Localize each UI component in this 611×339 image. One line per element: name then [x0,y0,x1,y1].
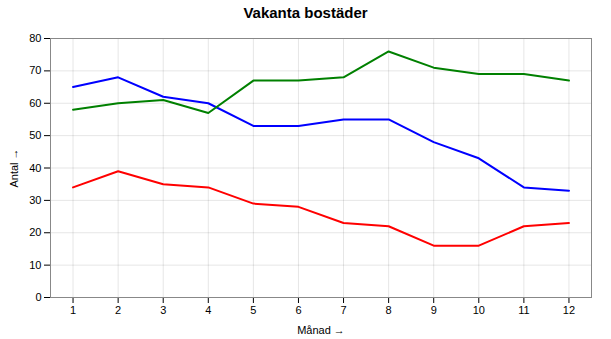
svg-text:10: 10 [473,304,485,316]
svg-text:2: 2 [115,304,121,316]
svg-text:8: 8 [386,304,392,316]
svg-text:40: 40 [29,162,41,174]
svg-text:50: 50 [29,129,41,141]
svg-text:4: 4 [205,304,211,316]
svg-text:3: 3 [160,304,166,316]
svg-text:70: 70 [29,64,41,76]
svg-text:0: 0 [35,291,41,303]
svg-text:10: 10 [29,259,41,271]
svg-text:9: 9 [431,304,437,316]
svg-text:6: 6 [295,304,301,316]
svg-text:12: 12 [563,304,575,316]
svg-text:60: 60 [29,97,41,109]
svg-text:80: 80 [29,32,41,44]
svg-text:Månad →: Månad → [297,324,345,336]
svg-text:Antal →: Antal → [8,148,20,187]
html-text:Vakanta bostäder: Vakanta bostäder [243,4,368,21]
svg-text:5: 5 [250,304,256,316]
svg-text:11: 11 [518,304,529,316]
svg-text:7: 7 [340,304,346,316]
svg-text:30: 30 [29,194,41,206]
svg-text:20: 20 [29,226,41,238]
svg-text:1: 1 [70,304,76,316]
